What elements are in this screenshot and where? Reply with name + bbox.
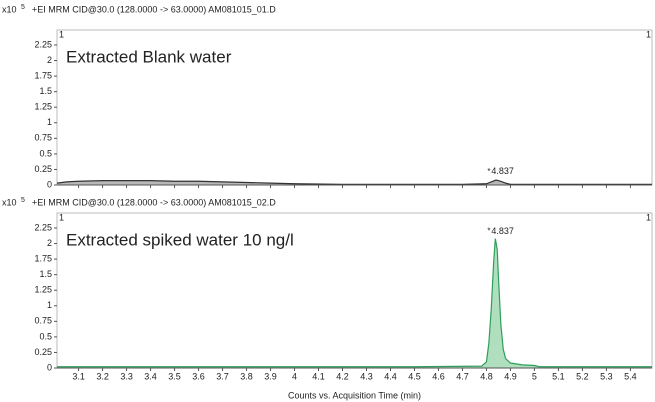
y-tick-label: 1 (47, 300, 52, 310)
y-tick-label: 0.75 (34, 133, 52, 143)
x-tick-label: 3.1 (72, 371, 85, 381)
peak-marker: * (487, 167, 490, 176)
x-tick-label: 4 (292, 371, 297, 381)
x-tick-label: 4.4 (384, 371, 397, 381)
y-tick-label: 1 (47, 117, 52, 127)
x-tick-label: 5.2 (576, 371, 589, 381)
trace-area (57, 180, 652, 185)
x-tick-label: 4.8 (480, 371, 493, 381)
trace-line (57, 238, 652, 368)
x-tick-label: 4.2 (336, 371, 349, 381)
x-tick-label: 3.6 (192, 371, 205, 381)
y-multiplier: x10 (2, 4, 17, 14)
corner-label: 1 (646, 29, 651, 39)
x-tick-label: 5 (532, 371, 537, 381)
y-tick-label: 0.75 (34, 316, 52, 326)
x-tick-label: 3.3 (120, 371, 133, 381)
peak-label: 4.837 (491, 226, 514, 236)
y-tick-label: 0.5 (39, 331, 52, 341)
x-tick-label: 5.4 (624, 371, 637, 381)
y-tick-label: 0.5 (39, 148, 52, 158)
x-axis-title: Counts vs. Acquisition Time (min) (288, 390, 421, 400)
y-tick-label: 1.25 (34, 102, 52, 112)
x-tick-label: 3.2 (96, 371, 109, 381)
x-tick-label: 5.3 (600, 371, 613, 381)
panel-title: +EI MRM CID@30.0 (128.0000 -> 63.0000) A… (32, 4, 276, 14)
y-tick-label: 1.5 (39, 86, 52, 96)
x-tick-label: 5.1 (552, 371, 565, 381)
y-multiplier: x10 (2, 197, 17, 207)
x-tick-label: 3.9 (264, 371, 277, 381)
y-tick-label: 0.25 (34, 347, 52, 357)
y-tick-label: 1.75 (34, 70, 52, 80)
x-tick-label: 3.8 (240, 371, 253, 381)
x-tick-label: 4.5 (408, 371, 421, 381)
y-tick-label: 0 (47, 179, 52, 189)
y-tick-label: 1.25 (34, 285, 52, 295)
corner-label: 1 (646, 212, 651, 222)
y-tick-label: 2 (47, 238, 52, 248)
annotation: Extracted spiked water 10 ng/l (66, 230, 294, 249)
peak-marker: * (487, 227, 490, 236)
x-tick-label: 3.4 (144, 371, 157, 381)
y-tick-label: 1.5 (39, 269, 52, 279)
x-tick-label: 4.1 (312, 371, 325, 381)
y-tick-label: 2.25 (34, 39, 52, 49)
x-tick-label: 4.3 (360, 371, 373, 381)
corner-label: 1 (59, 29, 64, 39)
y-exponent: 5 (21, 4, 25, 11)
y-tick-label: 2.25 (34, 222, 52, 232)
peak-label: 4.837 (491, 166, 514, 176)
plot-area (56, 212, 653, 369)
annotation: Extracted Blank water (66, 47, 232, 66)
x-tick-label: 3.5 (168, 371, 181, 381)
x-tick-label: 3.7 (216, 371, 229, 381)
x-tick-label: 4.9 (504, 371, 517, 381)
panel-title: +EI MRM CID@30.0 (128.0000 -> 63.0000) A… (32, 197, 276, 207)
y-exponent: 5 (21, 197, 25, 204)
y-tick-label: 1.75 (34, 253, 52, 263)
corner-label: 1 (59, 212, 64, 222)
plot-area (56, 29, 653, 186)
x-tick-label: 4.6 (432, 371, 445, 381)
y-tick-label: 0.25 (34, 164, 52, 174)
y-tick-label: 2 (47, 55, 52, 65)
x-tick-label: 4.7 (456, 371, 469, 381)
y-tick-label: 0 (47, 362, 52, 372)
trace-line (56, 179, 652, 185)
